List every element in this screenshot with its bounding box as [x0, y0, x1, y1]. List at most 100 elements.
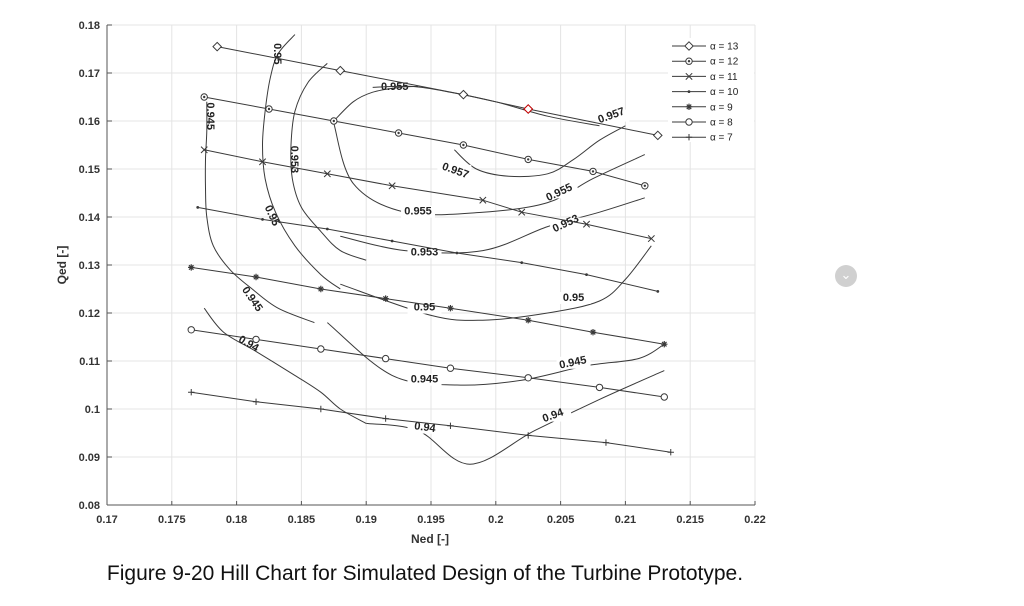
diamond-marker	[523, 104, 534, 114]
contour-label: 0.945	[411, 374, 439, 386]
alpha-series	[187, 41, 674, 456]
series-line	[191, 391, 671, 453]
contour-label: 0.95	[271, 43, 283, 64]
y-tick-label: 0.16	[79, 116, 100, 128]
y-tick-label: 0.14	[79, 212, 101, 224]
series-line	[191, 266, 665, 345]
y-tick-label: 0.17	[79, 68, 100, 80]
star-marker	[525, 317, 532, 324]
series-line	[217, 46, 658, 136]
y-tick-label: 0.15	[79, 164, 100, 176]
contour-label-bg	[537, 409, 572, 422]
x-marker	[479, 196, 487, 204]
contour-0-953-loop	[340, 197, 645, 254]
chevron-down-icon[interactable]: ⌄	[835, 265, 857, 287]
y-tick-label: 0.13	[79, 260, 100, 272]
star-marker	[685, 103, 693, 110]
dot-circle-marker	[330, 117, 338, 125]
x-marker	[685, 72, 693, 80]
dot-marker	[687, 90, 691, 93]
legend-box	[668, 38, 754, 142]
series-circle	[187, 326, 668, 401]
marker-dot	[203, 95, 206, 99]
dot-marker	[196, 206, 200, 209]
x-tick-label: 0.175	[158, 514, 186, 526]
figure-caption: Figure 9-20 Hill Chart for Simulated Des…	[106, 562, 744, 585]
legend-entry: α = 8	[672, 118, 733, 129]
series-dot-circle	[200, 93, 649, 190]
dot-marker	[656, 290, 660, 293]
star-marker	[252, 273, 260, 281]
x-marker	[258, 158, 267, 166]
contour-0-95-loop	[340, 245, 652, 321]
star-marker	[188, 264, 195, 271]
dot-circle-marker	[265, 105, 273, 113]
contour-line	[333, 85, 419, 122]
plus-marker	[382, 415, 389, 422]
x-axis-label: Ned [-]	[411, 532, 449, 546]
y-tick-label: 0.08	[79, 500, 100, 512]
circle-marker	[381, 354, 390, 363]
diamond-marker	[335, 65, 346, 76]
dot-marker	[585, 273, 588, 276]
x-tick-label: 0.195	[417, 514, 445, 526]
dot-circle-marker	[200, 93, 208, 101]
marker-dot	[397, 131, 400, 135]
legend-label: α = 13	[710, 42, 739, 53]
contour-0-955-loop	[333, 123, 646, 216]
diamond-marker	[458, 89, 469, 100]
circle-marker	[252, 335, 260, 344]
plus-marker	[525, 432, 532, 439]
legend-label: α = 10	[710, 87, 739, 98]
x-tick-label: 0.18	[226, 514, 247, 526]
contour-label-bg	[407, 373, 442, 386]
legend-entry: α = 13	[672, 41, 739, 53]
dot-circle-marker	[641, 182, 649, 190]
plus-marker	[667, 449, 674, 456]
legend-label: α = 11	[710, 72, 738, 83]
legend-entry: α = 10	[672, 87, 739, 98]
axes: 0.17 0.175 0.18 0.185 0.19 0.195 0.2 0.205 0.21 0…	[79, 20, 766, 526]
contour-label: 0.945	[239, 285, 265, 314]
hill-chart: 0.9450.9450.940.950.950.9530.9550.9550.9…	[55, 20, 766, 546]
y-tick-label: 0.09	[79, 452, 100, 464]
contour-label: 0.953	[551, 213, 581, 236]
series-x	[200, 146, 655, 243]
star-marker	[589, 329, 597, 336]
contour-label: 0.95	[563, 292, 584, 304]
contour-0-953: 0.953	[288, 63, 367, 261]
contour-label: 0.957	[440, 161, 470, 182]
y-tick-label: 0.18	[79, 20, 100, 32]
x-tick-label: 0.22	[744, 514, 765, 526]
marker-dot	[687, 60, 691, 63]
star-marker	[382, 295, 389, 302]
dot-circle-marker	[394, 129, 403, 137]
plus-marker	[317, 405, 325, 413]
x-marker	[323, 170, 331, 178]
contour-label: 0.95	[262, 203, 282, 227]
y-tick-label: 0.12	[79, 308, 100, 320]
plus-marker	[252, 398, 260, 405]
legend-entry: α = 9	[672, 102, 733, 113]
x-tick-label: 0.17	[96, 514, 117, 526]
dot-marker	[261, 218, 264, 221]
dot-circle-marker	[524, 155, 532, 164]
x-tick-label: 0.2	[488, 514, 503, 526]
x-tick-label: 0.185	[288, 514, 316, 526]
circle-marker	[595, 383, 604, 392]
series-plus	[188, 389, 674, 456]
marker-dot	[267, 107, 271, 111]
legend-entry: α = 7	[672, 133, 733, 144]
contour-label-bg	[556, 292, 591, 304]
contour-0-957-inner	[453, 125, 626, 178]
dot-marker	[455, 251, 459, 255]
circle-marker	[187, 326, 195, 334]
x-tick-label: 0.19	[355, 514, 376, 526]
contour-label: 0.945	[204, 102, 216, 130]
dot-circle-marker	[459, 141, 468, 149]
contour-line	[203, 307, 367, 424]
contour-label-bg	[437, 164, 472, 177]
x-tick-label: 0.215	[676, 514, 704, 526]
legend-entry: α = 12	[672, 57, 739, 68]
contour-label-bg	[407, 246, 442, 259]
